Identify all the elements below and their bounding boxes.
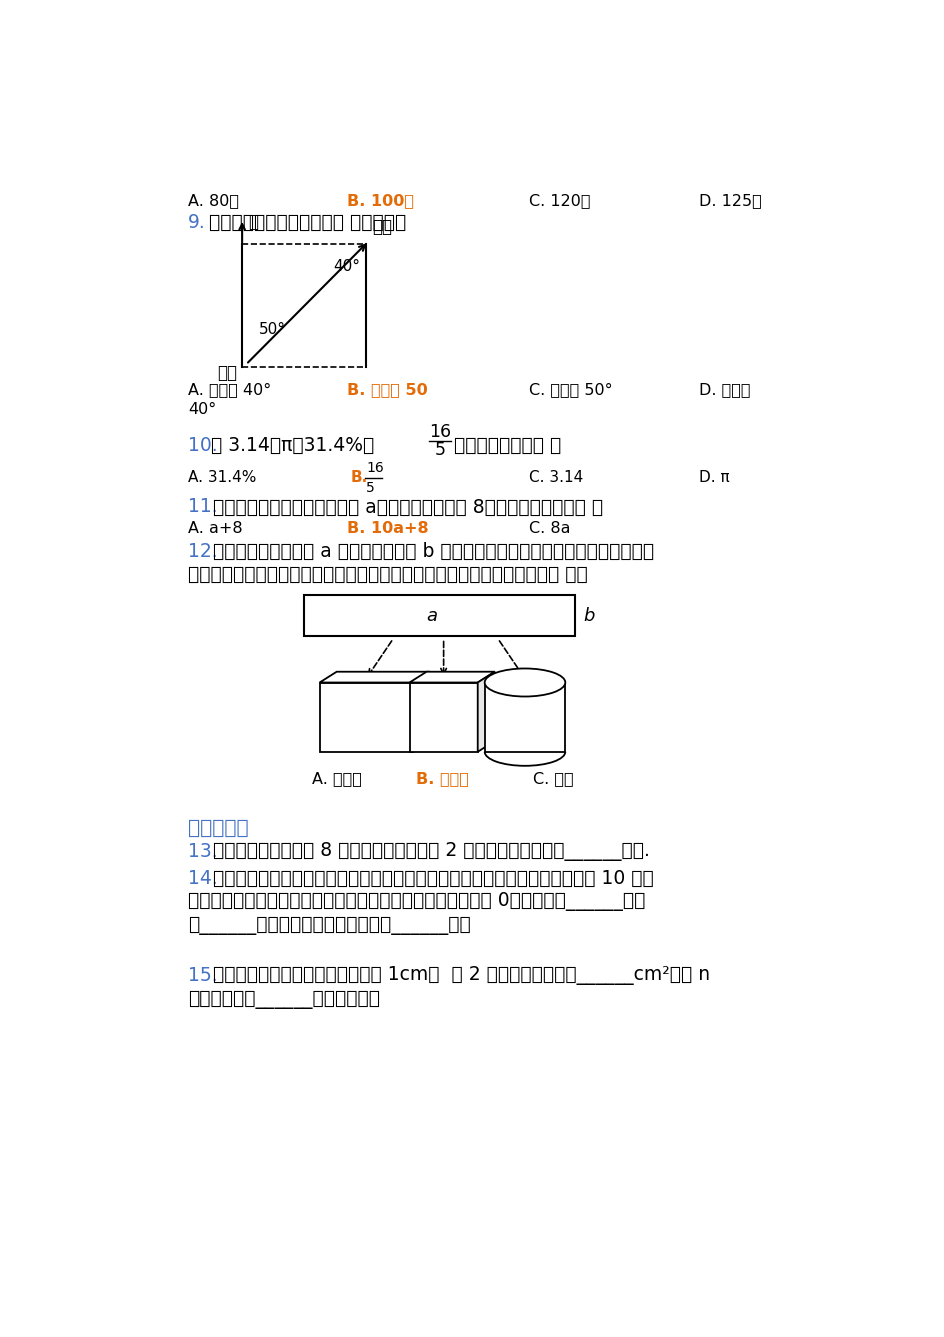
Text: B. 正方体: B. 正方体 — [416, 771, 469, 786]
Polygon shape — [478, 671, 495, 751]
Polygon shape — [413, 671, 430, 751]
Text: 13.: 13. — [188, 842, 217, 861]
Bar — [319, 682, 413, 751]
Text: 5: 5 — [365, 481, 375, 495]
Bar — [484, 682, 565, 751]
Text: D. π: D. π — [699, 471, 729, 485]
Text: 在 3.14，π，31.4%，: 在 3.14，π，31.4%， — [211, 436, 374, 455]
Text: 40°: 40° — [333, 259, 361, 274]
Text: A. 31.4%: A. 31.4% — [188, 471, 256, 485]
Text: 10.: 10. — [188, 436, 217, 455]
Text: B. 东偏北 50: B. 东偏北 50 — [346, 382, 427, 397]
Text: 个图形一共有______个小正方体。: 个图形一共有______个小正方体。 — [188, 991, 379, 1009]
Text: A. 西偏南 40°: A. 西偏南 40° — [188, 382, 271, 397]
Text: b: b — [582, 607, 594, 624]
Text: 50°: 50° — [259, 322, 286, 337]
Text: 40°: 40° — [188, 401, 216, 417]
Text: 二、填空题: 二、填空题 — [188, 820, 248, 838]
Text: 最大的质数，百位上的数是最小的合数，其余各位上的数都是 0。这个数是______，读: 最大的质数，百位上的数是最小的合数，其余各位上的数都是 0。这个数是______… — [188, 893, 645, 912]
Text: 如图所示，小强在小林的（ ）方向上。: 如图所示，小强在小林的（ ）方向上。 — [209, 213, 406, 231]
Text: A. 长方体: A. 长方体 — [312, 771, 362, 786]
Bar — [304, 595, 575, 635]
Ellipse shape — [484, 668, 565, 697]
Text: C. 8a: C. 8a — [529, 521, 570, 536]
Polygon shape — [409, 671, 495, 682]
Text: 如图，若每个小正方体的棱长都是 1cm，  第 2 个图形的表面积是______cm²。第 n: 如图，若每个小正方体的棱长都是 1cm， 第 2 个图形的表面积是______c… — [212, 965, 709, 984]
Text: 小林: 小林 — [372, 218, 392, 235]
Text: C. 3.14: C. 3.14 — [529, 471, 582, 485]
Text: C. 120件: C. 120件 — [529, 193, 590, 209]
Text: 小强: 小强 — [217, 364, 237, 382]
Text: 16: 16 — [429, 424, 450, 441]
Text: B. 100件: B. 100件 — [346, 193, 413, 209]
Text: 5: 5 — [434, 441, 445, 459]
Text: 12.: 12. — [188, 541, 217, 562]
Text: 14.: 14. — [188, 869, 217, 888]
Text: 11.: 11. — [188, 497, 217, 516]
Text: 圆形纸筒，再分别给它们别故一个底面。这三个图形相比，容积最大的是（ ）。: 圆形纸筒，再分别给它们别故一个底面。这三个图形相比，容积最大的是（ ）。 — [188, 566, 587, 584]
Text: 一个两位数，十位上的数字是 a，个位上的数字是 8，这个两位数表示（ ）: 一个两位数，十位上的数字是 a，个位上的数字是 8，这个两位数表示（ ） — [212, 497, 602, 516]
Text: D. 南偏西: D. 南偏西 — [699, 382, 750, 397]
Text: A. 80件: A. 80件 — [188, 193, 239, 209]
Text: 15.: 15. — [188, 965, 217, 984]
Text: 一个七位数，最高位上的数既不是质数也不是合数，十万位和千位上的数都是 10 以内: 一个七位数，最高位上的数既不是质数也不是合数，十万位和千位上的数都是 10 以内 — [212, 869, 652, 888]
Text: 中，最大的数是（ ）: 中，最大的数是（ ） — [453, 436, 561, 455]
Text: 如图，以长方形的边 a 作底面周长，边 b 作高，分别可以围成一个长方体、正方体和: 如图，以长方形的边 a 作底面周长，边 b 作高，分别可以围成一个长方体、正方体… — [212, 541, 653, 562]
Text: D. 125件: D. 125件 — [699, 193, 761, 209]
Text: C. 北偏东 50°: C. 北偏东 50° — [529, 382, 612, 397]
Text: 有一根木头，要锯成 8 段，每锯开一段需要 2 分钟，全部锯完需要______分钟.: 有一根木头，要锯成 8 段，每锯开一段需要 2 分钟，全部锯完需要______分… — [212, 842, 649, 861]
Text: 北: 北 — [247, 213, 258, 231]
Text: 16: 16 — [365, 461, 383, 476]
Polygon shape — [319, 671, 430, 682]
Text: B. 10a+8: B. 10a+8 — [346, 521, 428, 536]
Text: B.: B. — [350, 471, 367, 485]
Text: 作______，省略万位后面的尾数约是______万。: 作______，省略万位后面的尾数约是______万。 — [188, 916, 470, 935]
Text: a: a — [426, 607, 437, 624]
Text: 9.: 9. — [188, 213, 206, 231]
Text: A. a+8: A. a+8 — [188, 521, 243, 536]
Bar — [409, 682, 478, 751]
Text: C. 圆柱: C. 圆柱 — [532, 771, 573, 786]
